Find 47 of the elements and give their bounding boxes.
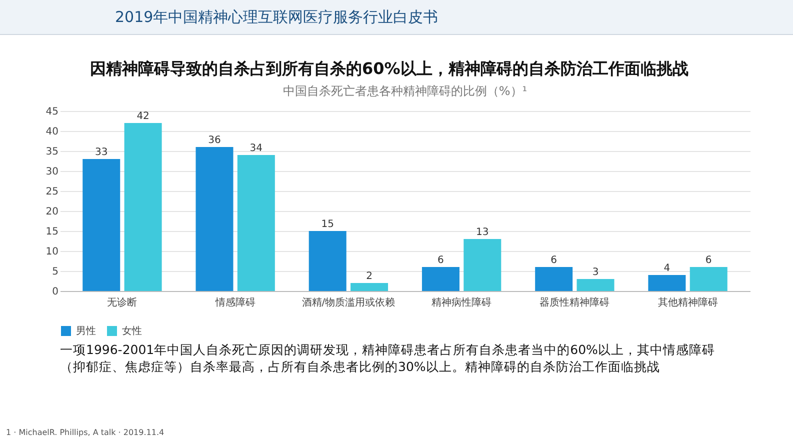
x-tick-label: 情感障碍 [214,296,256,308]
legend-label: 男性 [76,325,96,337]
data-label: 4 [664,263,670,274]
data-label: 33 [95,147,108,158]
bar [648,275,686,291]
y-tick-label: 30 [46,166,58,178]
y-tick-label: 5 [52,266,58,278]
chart-subtitle: 中国自杀死亡者患各种精神障碍的比例（%）¹ [282,84,528,98]
bar [196,147,234,291]
data-label: 6 [705,255,712,266]
x-tick-label: 无诊断 [107,296,138,308]
y-tick-label: 10 [46,246,58,258]
chart-title: 因精神障碍导致的自杀占到所有自杀的60%以上，精神障碍的自杀防治工作面临挑战 [90,59,690,80]
x-tick-label: 精神病性障碍 [432,296,492,308]
text: 1 · MichaelR. Phillips, A talk · 2019.11.4 [6,428,164,437]
text: 2019年中国精神心理互联网医疗服务行业白皮书 [0,0,793,35]
data-label: 6 [550,255,558,266]
text: 一项1996-2001年中国人自杀死亡原因的调研发现，精神障碍患者占所有自杀患者当中的60%以上，其中情感障碍（抑郁症、焦虑症等）自杀率最高，占所有自杀患者比例的30%以上。精神障碍的自杀防治工作面临挑战 [60,341,716,375]
data-label: 3 [592,267,599,278]
y-tick-label: 15 [46,226,58,238]
y-tick-label: 25 [46,186,58,198]
bar [422,267,460,291]
y-tick-label: 40 [46,126,58,138]
legend-label: 女性 [122,325,142,337]
bar [690,267,728,291]
data-label: 6 [438,255,444,266]
data-label: 15 [321,219,334,230]
data-label: 42 [136,111,150,122]
bar [350,283,388,291]
bar [82,159,120,291]
y-tick-label: 0 [52,286,58,298]
y-tick-label: 35 [46,146,58,158]
bar [308,231,346,291]
x-tick-label: 酒精/物质滥用或依赖 [302,296,396,308]
x-tick-label: 其他精神障碍 [658,296,718,308]
data-label: 13 [476,227,489,238]
data-label: 2 [366,271,372,282]
bar [124,123,162,291]
y-tick-label: 20 [46,206,58,218]
bar [464,239,502,291]
bar [535,267,573,291]
bar [237,155,275,291]
x-tick-label: 器质性精神障碍 [540,296,610,308]
y-tick-label: 45 [46,106,58,118]
data-label: 34 [250,143,263,154]
data-label: 36 [208,135,221,146]
bar [576,279,614,291]
